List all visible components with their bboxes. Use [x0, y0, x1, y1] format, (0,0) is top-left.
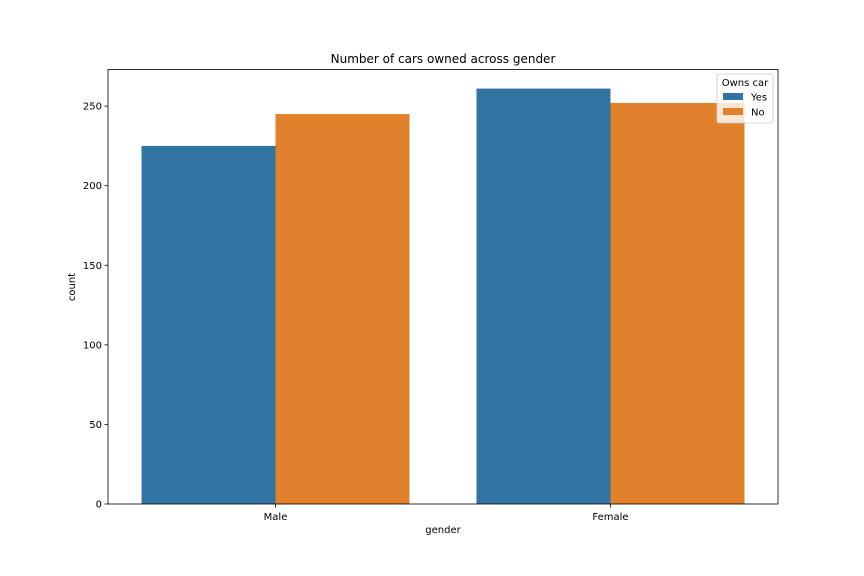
bar-female-no [610, 102, 745, 504]
y-tick-label: 200 [83, 181, 102, 192]
chart-title: Number of cars owned across gender [331, 52, 556, 66]
legend-label-no: No [751, 108, 765, 119]
bar-male-yes [141, 145, 276, 504]
legend: Owns car Yes No [716, 73, 774, 124]
bar-male-no [275, 114, 410, 505]
x-tick-label-male: Male [264, 512, 288, 523]
legend-swatch-no [723, 108, 743, 115]
y-axis: 0 50 100 150 200 250 [83, 102, 108, 511]
x-axis: Male Female [264, 504, 629, 523]
y-tick-label: 0 [96, 500, 102, 511]
y-tick-label: 250 [83, 102, 102, 113]
y-tick-label: 150 [83, 261, 102, 272]
y-tick-label: 50 [89, 420, 102, 431]
legend-title: Owns car [722, 78, 769, 89]
bar-female-yes [476, 88, 611, 504]
bars-group [141, 88, 745, 505]
legend-items: Yes No [723, 93, 767, 119]
plot-frame [107, 69, 779, 505]
x-axis-label: gender [425, 525, 461, 536]
y-tick-label: 100 [83, 340, 102, 351]
x-tick-label-female: Female [592, 512, 628, 523]
legend-label-yes: Yes [750, 93, 767, 104]
y-axis-label: count [67, 273, 78, 301]
legend-swatch-yes [723, 93, 743, 100]
